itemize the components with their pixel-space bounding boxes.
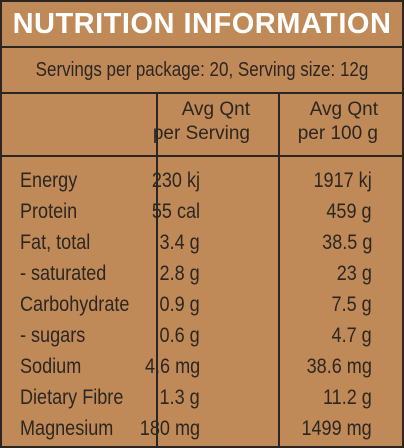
header-per-serving-line2: per Serving xyxy=(152,123,250,144)
value-per-100g: 11.2 g xyxy=(323,386,372,409)
nutrient-name: Magnesium xyxy=(20,417,114,440)
table-row: Magnesium 180 mg 1499 mg xyxy=(2,416,402,442)
table-row: Carbohydrate 0.9 g 7.5 g xyxy=(2,292,402,318)
value-per-serving: 2.8 g xyxy=(159,262,200,285)
nutrient-name: Protein xyxy=(20,200,78,223)
header-divider xyxy=(2,155,402,157)
value-per-100g: 7.5 g xyxy=(331,293,372,316)
table-row: Energy 230 kj 1917 kj xyxy=(2,168,402,194)
value-per-100g: 1917 kj xyxy=(313,169,372,192)
value-per-serving: 1.3 g xyxy=(159,386,200,409)
nutrient-name: - sugars xyxy=(20,324,86,347)
table-row: Fat, total 3.4 g 38.5 g xyxy=(2,230,402,256)
header-per-100-line1: Avg Qnt xyxy=(309,99,378,120)
nutrient-name: Energy xyxy=(20,169,78,192)
value-per-serving: 0.6 g xyxy=(159,324,200,347)
title-divider xyxy=(2,46,402,48)
value-per-serving: 180 mg xyxy=(139,417,200,440)
nutrient-name: Dietary Fibre xyxy=(20,386,124,409)
table-row: Dietary Fibre 1.3 g 11.2 g xyxy=(2,385,402,411)
value-per-serving: 4.6 mg xyxy=(144,355,200,378)
table-row: - sugars 0.6 g 4.7 g xyxy=(2,323,402,349)
value-per-100g: 38.5 g xyxy=(321,231,372,254)
value-per-serving: 0.9 g xyxy=(159,293,200,316)
nutrient-name: Carbohydrate xyxy=(20,293,130,316)
header-per-100-line2: per 100 g xyxy=(297,123,378,144)
value-per-serving: 230 kj xyxy=(151,169,200,192)
table-row: - saturated 2.8 g 23 g xyxy=(2,261,402,287)
table-row: Sodium 4.6 mg 38.6 mg xyxy=(2,354,402,380)
value-per-100g: 23 g xyxy=(336,262,372,285)
column-divider-left xyxy=(156,92,158,446)
header-per-serving-line1: Avg Qnt xyxy=(181,99,250,120)
value-per-serving: 3.4 g xyxy=(159,231,200,254)
column-divider-right xyxy=(278,92,280,446)
servings-divider xyxy=(2,92,402,94)
value-per-100g: 38.6 mg xyxy=(306,355,372,378)
nutrient-name: Sodium xyxy=(20,355,82,378)
value-per-100g: 1499 mg xyxy=(301,417,372,440)
value-per-100g: 459 g xyxy=(326,200,372,223)
table-row: Protein 55 cal 459 g xyxy=(2,199,402,225)
value-per-serving: 55 cal xyxy=(151,200,200,223)
value-per-100g: 4.7 g xyxy=(331,324,372,347)
servings-line: Servings per package: 20, Serving size: … xyxy=(35,59,369,81)
panel-title: NUTRITION INFORMATION xyxy=(12,8,392,40)
nutrient-name: Fat, total xyxy=(20,231,91,254)
nutrient-name: - saturated xyxy=(20,262,107,285)
